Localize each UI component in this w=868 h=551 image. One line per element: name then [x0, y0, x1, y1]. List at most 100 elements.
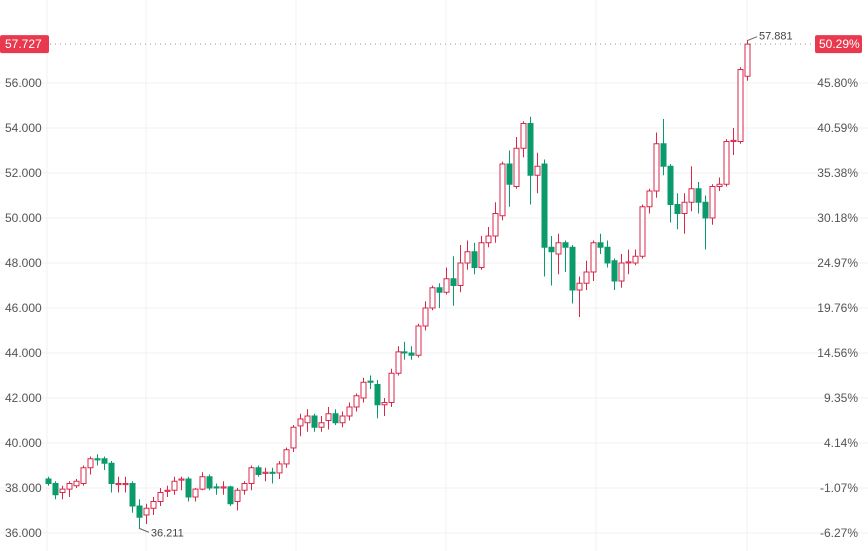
candle — [534, 152, 541, 194]
candle-body — [311, 415, 318, 428]
candle-body — [737, 69, 744, 142]
candle-body — [576, 282, 583, 291]
candle-body — [555, 242, 562, 255]
candle — [716, 177, 723, 191]
left-tick-label: 40.000 — [5, 436, 42, 450]
candle — [744, 40, 751, 81]
candle — [262, 467, 269, 482]
candle-body — [325, 413, 332, 421]
candle — [122, 476, 129, 493]
candle-body — [192, 488, 199, 498]
left-tick-label: 50.000 — [5, 211, 42, 225]
candle — [520, 121, 527, 158]
low-label: 36.211 — [151, 527, 184, 539]
candle-body — [388, 372, 395, 403]
candle-body — [59, 488, 66, 493]
candle — [339, 411, 346, 428]
candle — [269, 467, 276, 484]
candle-body — [241, 483, 248, 491]
candle-body — [415, 325, 422, 356]
candle — [136, 499, 143, 529]
candle-body — [395, 351, 402, 374]
candle — [695, 182, 702, 214]
candle-body — [136, 505, 143, 518]
candle — [318, 416, 325, 432]
high-leader-line — [746, 36, 758, 42]
candle-body — [206, 476, 213, 489]
candle-body — [506, 163, 513, 185]
candle-body — [688, 188, 695, 203]
candle-body — [297, 418, 304, 427]
candle-body — [527, 123, 534, 176]
candle-body — [653, 143, 660, 192]
candle — [709, 184, 716, 225]
candle-body — [478, 242, 485, 268]
candle — [429, 285, 436, 311]
candle-body — [408, 352, 415, 356]
candle-body — [660, 143, 667, 167]
candle — [457, 245, 464, 293]
candle — [199, 472, 206, 491]
candle-body — [80, 467, 87, 484]
low-leader-line — [138, 527, 150, 533]
candle — [192, 488, 199, 502]
candle — [388, 368, 395, 407]
candle-body — [381, 402, 388, 406]
left-tick-label: 56.000 — [5, 76, 42, 90]
candle-body — [716, 183, 723, 187]
left-tick-label: 52.000 — [5, 166, 42, 180]
candle — [401, 341, 408, 360]
candle-body — [360, 381, 367, 399]
candle-body — [45, 478, 52, 484]
candle-body — [681, 201, 688, 214]
candle-body — [122, 483, 129, 486]
candle — [681, 193, 688, 234]
candle — [108, 461, 115, 493]
candle-body — [115, 483, 122, 486]
candle-body — [255, 467, 262, 475]
candle-body — [499, 163, 506, 217]
candle-body — [332, 413, 339, 424]
left-tick-label: 38.000 — [5, 481, 42, 495]
left-tick-label: 44.000 — [5, 346, 42, 360]
candle-body — [667, 165, 674, 205]
candle — [436, 283, 443, 308]
candle-body — [611, 260, 618, 282]
low-annotation: 36.211 — [138, 527, 184, 539]
left-tick-label: 42.000 — [5, 391, 42, 405]
candle-body — [276, 463, 283, 474]
candle — [353, 393, 360, 412]
candle-body — [457, 262, 464, 286]
candle — [478, 236, 485, 270]
candle-body — [674, 204, 681, 214]
candle — [408, 346, 415, 360]
candle — [206, 474, 213, 491]
candle-body — [695, 188, 702, 203]
candle — [381, 398, 388, 416]
left-tick-label: 36.000 — [5, 526, 42, 540]
candle-body — [436, 287, 443, 293]
candle — [332, 409, 339, 425]
candle — [367, 375, 374, 389]
candle-body — [513, 147, 520, 187]
right-tick-label: 14.56% — [817, 346, 858, 360]
right-tick-label: 24.97% — [817, 256, 858, 270]
candle-body — [171, 480, 178, 491]
candle-body — [367, 380, 374, 383]
candle-body — [262, 471, 269, 474]
right-tick-label: -6.27% — [820, 526, 858, 540]
candle-body — [569, 246, 576, 291]
candle — [255, 465, 262, 477]
candle — [101, 456, 108, 470]
candle — [443, 267, 450, 295]
candle — [562, 240, 569, 272]
candle-body — [178, 478, 185, 481]
candle — [297, 413, 304, 437]
candle-body — [450, 278, 457, 286]
candle-body — [632, 255, 639, 264]
candle-body — [485, 235, 492, 244]
candle — [576, 276, 583, 317]
candle — [129, 481, 136, 513]
candle — [227, 485, 234, 506]
candle-body — [227, 486, 234, 505]
